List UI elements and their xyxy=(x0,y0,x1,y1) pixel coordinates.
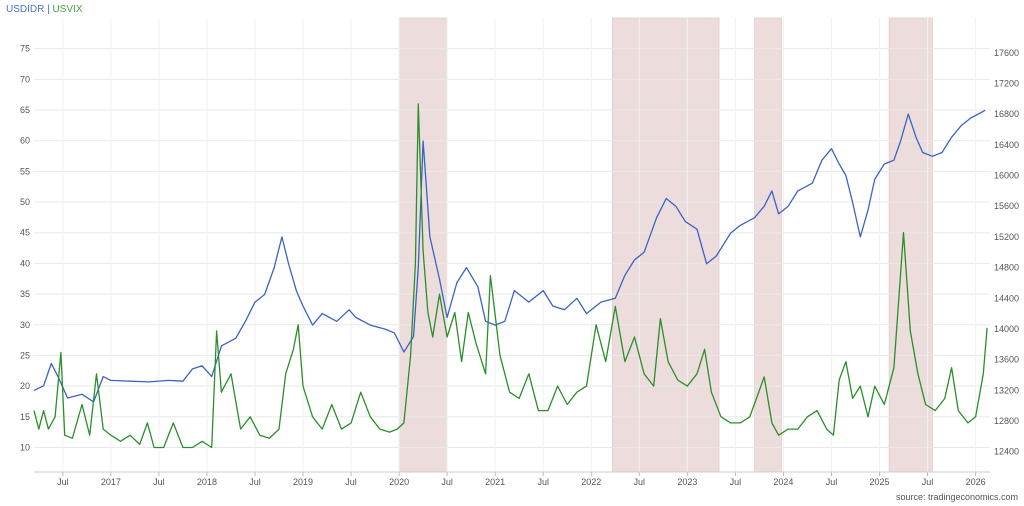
x-tick-label: Jul xyxy=(922,477,934,487)
x-tick-label: Jul xyxy=(826,477,838,487)
x-tick-label: 2023 xyxy=(677,477,697,487)
series-line-usvix xyxy=(33,103,988,449)
left-tick-label: 75 xyxy=(20,44,30,54)
axes: 1015202530354045505560657075124001280013… xyxy=(20,44,1019,487)
left-tick-label: 10 xyxy=(20,442,30,452)
x-tick-label: 2026 xyxy=(966,477,986,487)
left-tick-label: 15 xyxy=(20,412,30,422)
left-tick-label: 60 xyxy=(20,136,30,146)
source-label: source: tradingeconomics.com xyxy=(895,492,1018,502)
right-tick-label: 12800 xyxy=(994,416,1019,426)
x-tick-label: 2017 xyxy=(101,477,121,487)
x-tick-label: 2020 xyxy=(389,477,409,487)
left-tick-label: 25 xyxy=(20,350,30,360)
right-tick-label: 16800 xyxy=(994,109,1019,119)
series-b-label: USVIX xyxy=(52,4,83,15)
right-tick-label: 14400 xyxy=(994,293,1019,303)
left-tick-label: 65 xyxy=(20,105,30,115)
left-tick-label: 20 xyxy=(20,381,30,391)
x-tick-label: Jul xyxy=(57,477,69,487)
recession-band xyxy=(754,17,782,473)
x-tick-label: Jul xyxy=(249,477,261,487)
title-separator: | xyxy=(44,4,53,15)
right-tick-label: 16400 xyxy=(994,140,1019,150)
recession-band xyxy=(888,17,933,473)
x-tick-label: Jul xyxy=(441,477,453,487)
right-tick-label: 15200 xyxy=(994,232,1019,242)
left-tick-label: 30 xyxy=(20,320,30,330)
x-tick-label: 2022 xyxy=(581,477,601,487)
right-tick-label: 13200 xyxy=(994,385,1019,395)
chart-title: USDIDR | USVIX xyxy=(6,4,83,15)
right-tick-label: 14000 xyxy=(994,324,1019,334)
right-tick-label: 17600 xyxy=(994,48,1019,58)
left-tick-label: 70 xyxy=(20,74,30,84)
grid-lines xyxy=(34,18,990,472)
recession-shading xyxy=(398,17,933,473)
left-tick-label: 55 xyxy=(20,166,30,176)
left-tick-label: 35 xyxy=(20,289,30,299)
x-tick-label: 2018 xyxy=(197,477,217,487)
left-tick-label: 40 xyxy=(20,258,30,268)
x-tick-label: Jul xyxy=(153,477,165,487)
right-tick-label: 13600 xyxy=(994,355,1019,365)
right-tick-label: 14800 xyxy=(994,263,1019,273)
right-tick-label: 17200 xyxy=(994,78,1019,88)
right-tick-label: 16000 xyxy=(994,171,1019,181)
x-tick-label: Jul xyxy=(537,477,549,487)
right-tick-label: 12400 xyxy=(994,447,1019,457)
x-tick-label: Jul xyxy=(730,477,742,487)
series-lines xyxy=(33,103,988,449)
x-tick-label: 2021 xyxy=(485,477,505,487)
series-a-label: USDIDR xyxy=(6,4,45,15)
x-tick-label: 2025 xyxy=(869,477,889,487)
left-tick-label: 45 xyxy=(20,228,30,238)
x-tick-label: Jul xyxy=(634,477,646,487)
series-line-usdidr xyxy=(33,109,986,403)
recession-band xyxy=(612,17,720,473)
right-tick-label: 15600 xyxy=(994,201,1019,211)
left-tick-label: 50 xyxy=(20,197,30,207)
x-tick-label: Jul xyxy=(345,477,357,487)
x-tick-label: 2024 xyxy=(773,477,793,487)
x-tick-label: 2019 xyxy=(293,477,313,487)
